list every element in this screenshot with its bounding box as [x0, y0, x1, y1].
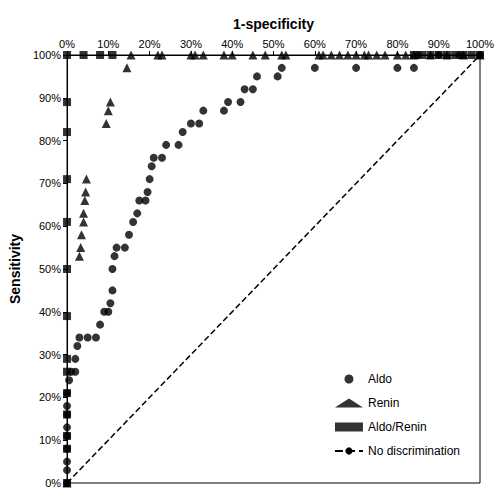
svg-text:50%: 50%	[263, 38, 285, 50]
svg-text:Sensitivity: Sensitivity	[7, 234, 23, 304]
svg-text:80%: 80%	[386, 38, 408, 50]
svg-text:20%: 20%	[39, 391, 61, 403]
svg-text:Renin: Renin	[368, 396, 399, 410]
svg-text:20%: 20%	[139, 38, 161, 50]
svg-text:Aldo: Aldo	[368, 372, 392, 386]
svg-text:90%: 90%	[428, 38, 450, 50]
svg-text:70%: 70%	[345, 38, 367, 50]
svg-text:50%: 50%	[39, 263, 61, 275]
svg-text:100%: 100%	[466, 38, 494, 50]
svg-text:10%: 10%	[97, 38, 119, 50]
svg-text:1-specificity: 1-specificity	[233, 16, 314, 32]
svg-text:No discrimination: No discrimination	[368, 444, 460, 458]
svg-text:100%: 100%	[33, 49, 61, 61]
svg-text:30%: 30%	[180, 38, 202, 50]
svg-text:Aldo/Renin: Aldo/Renin	[368, 420, 427, 434]
svg-text:40%: 40%	[221, 38, 243, 50]
svg-text:10%: 10%	[39, 434, 61, 446]
svg-text:0%: 0%	[59, 38, 75, 50]
svg-text:60%: 60%	[39, 220, 61, 232]
svg-text:90%: 90%	[39, 92, 61, 104]
svg-text:80%: 80%	[39, 135, 61, 147]
svg-text:40%: 40%	[39, 306, 61, 318]
svg-text:30%: 30%	[39, 349, 61, 361]
svg-text:0%: 0%	[45, 477, 61, 489]
svg-text:60%: 60%	[304, 38, 326, 50]
svg-text:70%: 70%	[39, 177, 61, 189]
